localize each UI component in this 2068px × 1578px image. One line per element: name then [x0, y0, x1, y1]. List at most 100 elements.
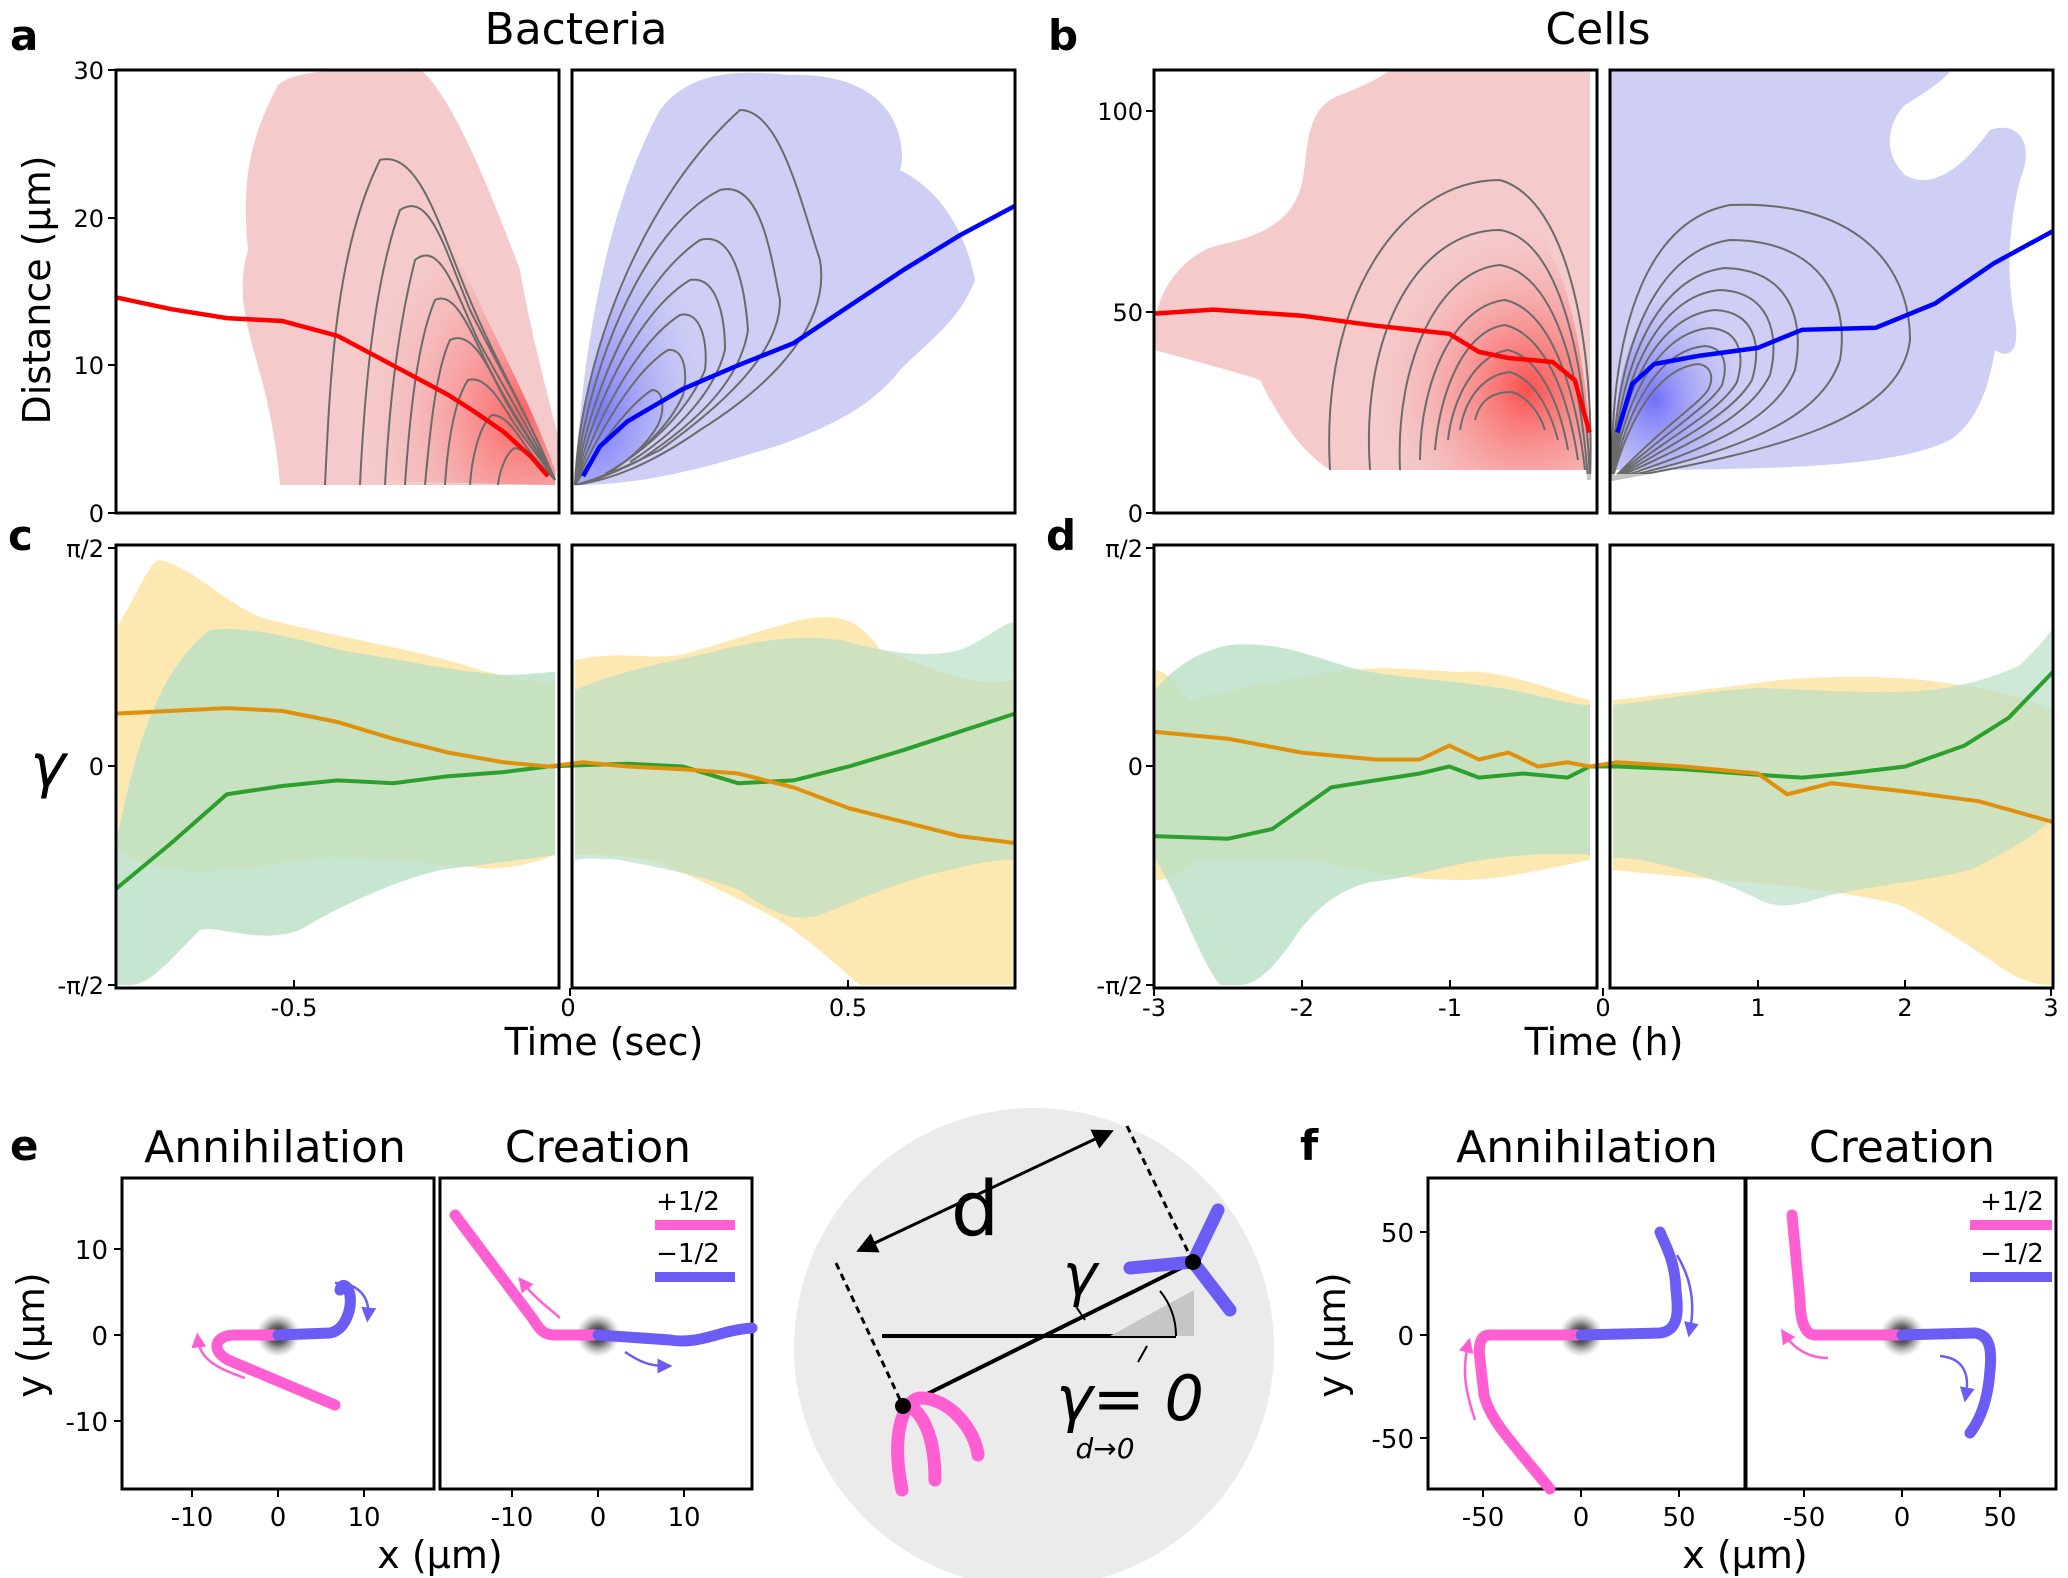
f-xtick-right: 50 [1983, 1503, 2016, 1533]
b-contours-annihilation [1328, 178, 1592, 481]
b-frame-right [1608, 68, 2055, 515]
panel-letter-c: c [8, 511, 33, 560]
e-legend-minus-label: −1/2 [656, 1239, 720, 1269]
a-ytick: 30 [73, 57, 104, 85]
f-subtitle-annihilation: Annihilation [1456, 1122, 1718, 1173]
f-ytick: -50 [1372, 1425, 1414, 1455]
d-xtick: -3 [1142, 994, 1166, 1022]
panel-a: 0 10 20 30 Distance (μm) [15, 57, 1017, 528]
panel-b: 0 50 100 [1097, 68, 2055, 528]
panel-f: Annihilation Creation +1/2 −1/2 50 0 -50… [1310, 1122, 2058, 1577]
schematic-dash-left [834, 1262, 905, 1407]
panel-letter-e: e [10, 1121, 39, 1170]
schematic-plus-core [895, 1398, 911, 1414]
f-xtick-left: 50 [1662, 1503, 1695, 1533]
b-density-annihilation-core [1339, 200, 1590, 470]
f-trajectory-plus-left [1473, 1329, 1587, 1495]
d-ytick: 0 [1128, 753, 1143, 781]
panel-e: Annihilation Creation +1/2 −1/2 10 0 -10… [9, 1122, 758, 1577]
schematic-d-label: d [951, 1164, 999, 1253]
a-density-annihilation-core [330, 197, 555, 486]
panel-letter-f: f [1300, 1121, 1319, 1170]
f-legend-minus-label: −1/2 [1980, 1239, 2044, 1269]
d-xtick: 2 [1897, 994, 1912, 1022]
e-xtick-right: -10 [491, 1503, 533, 1533]
e-xtick-right: 10 [667, 1503, 700, 1533]
title-bacteria: Bacteria [485, 4, 668, 55]
schematic: d γ γ= 0 d→0 [794, 1108, 1274, 1578]
d-ytick: -π/2 [1097, 972, 1143, 1000]
f-subtitle-creation: Creation [1809, 1122, 1995, 1173]
f-arrow-minus-right [1939, 1354, 1975, 1403]
f-ytick: 50 [1381, 1219, 1414, 1249]
f-trajectory-minus-right [1896, 1327, 1997, 1439]
b-ytick: 100 [1097, 98, 1143, 126]
a-bottom-strip [280, 485, 975, 508]
e-ytick: 0 [91, 1322, 108, 1352]
f-ytick: 0 [1397, 1322, 1414, 1352]
a-mean-line-creation [581, 203, 1017, 478]
c-ytick: 0 [89, 753, 104, 781]
schematic-minus-core [1185, 1254, 1201, 1270]
schematic-dash-right [1125, 1125, 1195, 1263]
d-xlabel: Time (h) [1524, 1020, 1684, 1064]
e-xtick-right: 0 [590, 1503, 607, 1533]
c-ytick: -π/2 [58, 972, 104, 1000]
panel-d: π/2 0 -π/2 -3 -2 -1 0 1 2 3 Time (h) [1097, 535, 2059, 1064]
panel-letter-d: d [1046, 511, 1076, 560]
c-mean-line-orange [115, 706, 1016, 845]
e-ticks [114, 1248, 685, 1497]
c-frame-right [570, 543, 1017, 990]
f-xlabel: x (μm) [1682, 1533, 1807, 1577]
e-trajectory-minus-right [592, 1322, 758, 1347]
f-trajectory-plus-right [1786, 1209, 1908, 1341]
e-ytick: 10 [75, 1236, 108, 1266]
f-ticks [1420, 1231, 2001, 1497]
d-ticks [1146, 547, 2052, 996]
d-xtick: 1 [1750, 994, 1765, 1022]
c-ytick: π/2 [66, 535, 104, 563]
panel-c: π/2 0 -π/2 -0.5 0 0.5 γ Time (sec) [30, 535, 1017, 1064]
e-arrow-plus-left [191, 1332, 246, 1380]
f-legend-plus-label: +1/2 [1980, 1187, 2044, 1217]
e-trajectory-minus-left [272, 1280, 356, 1341]
c-band-green-right [575, 622, 1013, 918]
e-ylabel: y (μm) [9, 1272, 53, 1397]
a-mean-line-annihilation [115, 295, 550, 478]
a-frame-right [570, 68, 1017, 515]
d-mean-line-green [1153, 670, 2055, 841]
schematic-gamma-label: γ [1063, 1241, 1100, 1309]
d-band-green-left [1156, 644, 1590, 985]
e-subtitle-annihilation: Annihilation [144, 1122, 406, 1173]
f-arrow-minus-left [1675, 1254, 1699, 1338]
a-density-creation-core [575, 199, 740, 485]
a-ticks [108, 69, 116, 514]
schematic-connector [902, 1260, 1194, 1408]
f-xtick-right: -50 [1783, 1503, 1825, 1533]
b-mean-line-creation [1615, 229, 2055, 434]
e-xtick-left: -10 [171, 1503, 213, 1533]
title-cells: Cells [1545, 4, 1650, 55]
schematic-plus-defect [891, 1391, 985, 1497]
d-mean-line-orange [1153, 729, 2054, 825]
schematic-gamma-eq: γ= 0 [1056, 1362, 1204, 1435]
a-ytick: 20 [73, 205, 104, 233]
e-trajectory-plus-left [211, 1329, 341, 1411]
b-frame-left [1152, 68, 1599, 515]
d-band-green-right [1613, 630, 2051, 906]
e-trajectory-plus-right [449, 1209, 604, 1341]
e-arrow-plus-right [518, 1277, 561, 1319]
b-ytick: 0 [1128, 500, 1143, 528]
c-xlabel: Time (sec) [504, 1020, 704, 1064]
panel-letter-b: b [1048, 11, 1078, 60]
e-xlabel: x (μm) [377, 1533, 502, 1577]
a-ylabel: Distance (μm) [15, 155, 59, 424]
f-arrow-plus-left [1458, 1337, 1477, 1421]
e-arrow-minus-left [334, 1281, 377, 1323]
c-xtick: 0.5 [829, 994, 867, 1022]
e-xtick-left: 10 [347, 1503, 380, 1533]
a-ytick: 0 [89, 500, 104, 528]
f-xtick-left: 0 [1573, 1503, 1590, 1533]
c-xtick: -0.5 [271, 994, 318, 1022]
